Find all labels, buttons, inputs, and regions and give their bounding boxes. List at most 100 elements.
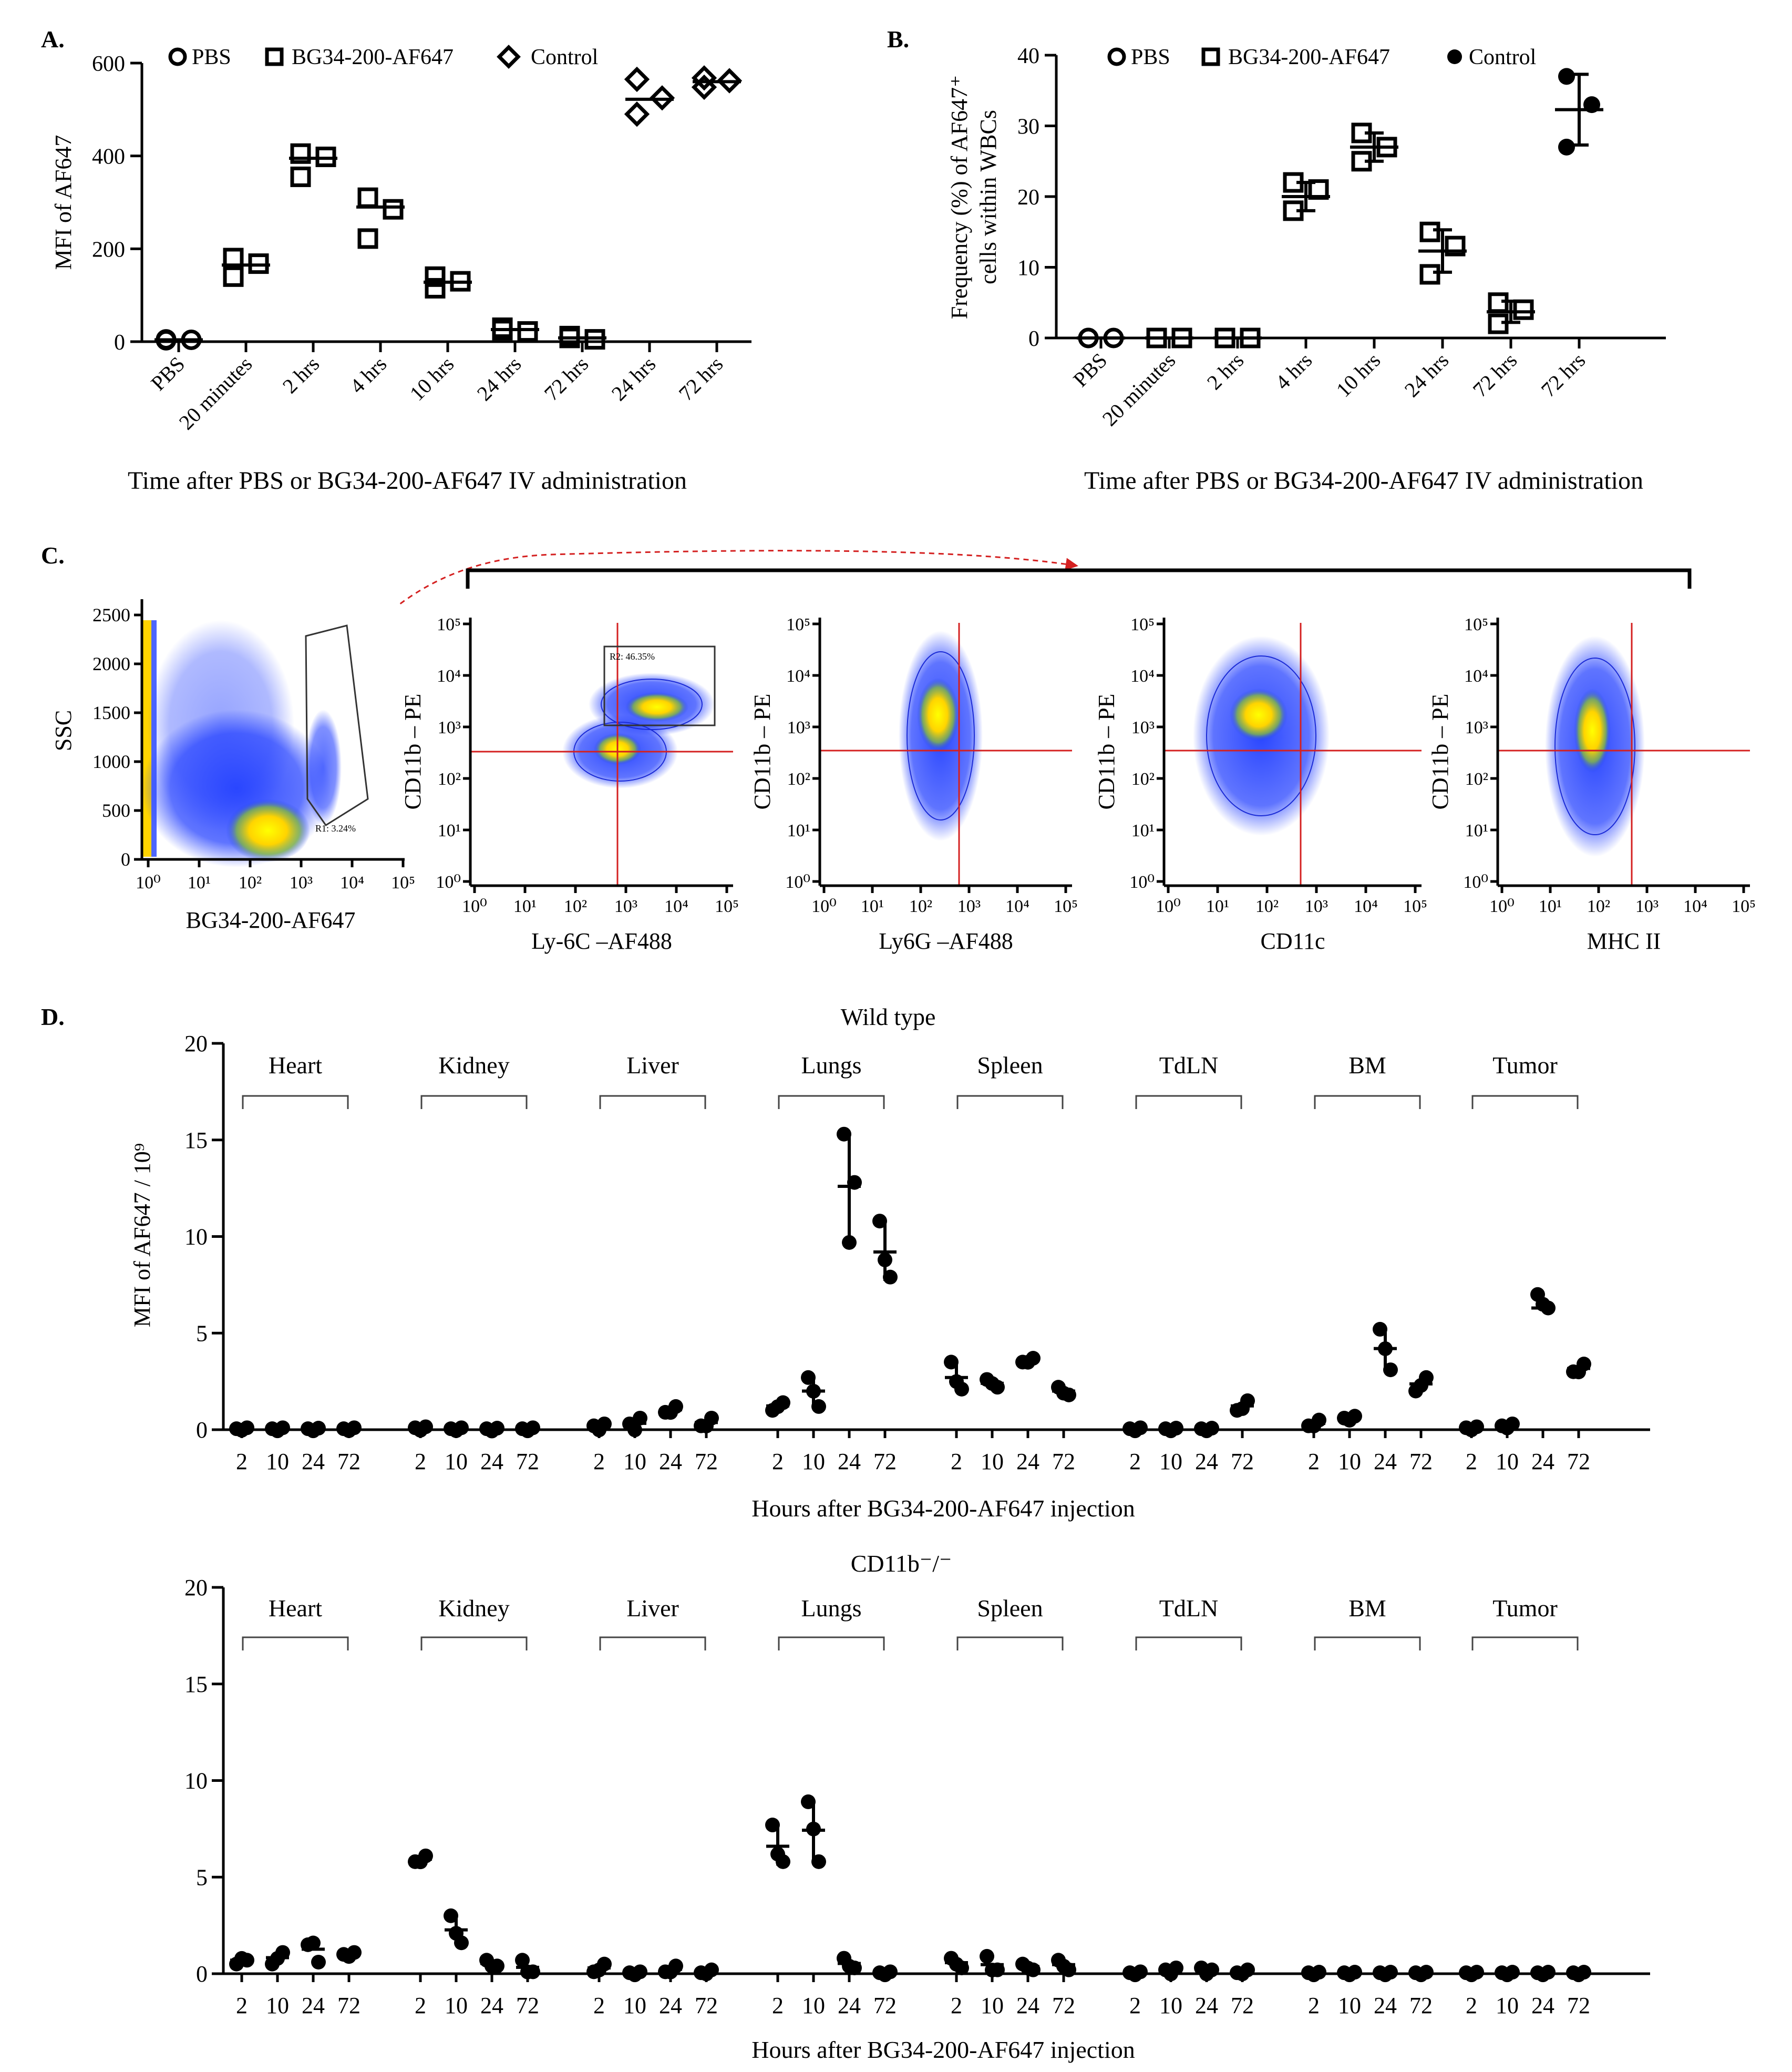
organ-bracket — [242, 1636, 349, 1650]
organ-label: Spleen — [977, 1052, 1043, 1079]
organ-label: Kidney — [438, 1052, 509, 1079]
x-tick-label: 10² — [1587, 897, 1610, 916]
x-tick-label: 10³ — [290, 873, 313, 893]
hour-tick-label: 2 — [415, 1449, 426, 1474]
subplot-x-label: Ly-6C –AF488 — [531, 928, 672, 954]
hour-tick-label: 24 — [1531, 1993, 1554, 2018]
gate-plot-x-label: BG34-200-AF647 — [186, 907, 356, 933]
data-point-dot — [515, 1953, 530, 1968]
y-tick-label: 0 — [196, 1961, 208, 1987]
data-point-dot — [234, 1423, 249, 1438]
organ-label: Tumor — [1492, 1052, 1558, 1079]
y-tick-label: 2000 — [92, 653, 130, 674]
hour-tick-label: 24 — [1016, 1449, 1039, 1474]
data-point-dot — [627, 1967, 642, 1983]
y-tick-label: 10¹ — [1131, 821, 1155, 840]
hour-tick-label: 10 — [981, 1449, 1004, 1474]
x-tick-label: 10⁵ — [1403, 897, 1427, 916]
organ-label: BM — [1348, 1595, 1386, 1622]
data-point-dot — [1571, 1365, 1586, 1380]
data-point-dot — [306, 1423, 321, 1439]
y-tick-label: 10³ — [787, 718, 810, 737]
data-point-dot — [1163, 1423, 1178, 1439]
data-point-square — [383, 199, 404, 220]
organ-label: BM — [1348, 1052, 1386, 1079]
hour-tick-label: 2 — [1308, 1449, 1320, 1474]
x-tick-label: 10⁴ — [1354, 897, 1378, 916]
hour-tick-label: 72 — [1052, 1449, 1075, 1474]
panel-c-flow: R1: 3.24% SSC BG34-200-AF647 0 500 1000 150… — [50, 550, 1756, 954]
y-tick-label: 600 — [92, 52, 125, 76]
y-tick-label: 10⁴ — [786, 666, 810, 686]
data-point-dot — [1021, 1355, 1035, 1370]
panel-b-y-label-line-1: Frequency (%) of AF647⁺ — [946, 75, 972, 319]
subplot-x-label: CD11c — [1260, 928, 1325, 954]
organ-bracket — [599, 1636, 706, 1650]
y-tick-label: 10² — [1131, 770, 1155, 789]
data-point-dot — [1464, 1967, 1479, 1983]
y-tick-label: 40 — [1017, 44, 1039, 68]
x-tick-label: 4 hrs — [1271, 348, 1317, 395]
dashed-arrow — [377, 550, 1078, 623]
x-tick-label: 24 hrs — [607, 352, 661, 406]
panel-d-wt-y-label: MFI of AF647 / 10⁹ — [129, 1143, 155, 1327]
x-tick-label: 20 minutes — [174, 352, 257, 435]
panel-b-chart: Frequency (%) of AF647⁺ cells within WBC… — [946, 44, 1666, 495]
y-tick-label: 400 — [92, 145, 125, 169]
organ-label: Liver — [626, 1052, 679, 1079]
organ-bracket — [1471, 1636, 1579, 1650]
y-tick-label: 10 — [1017, 257, 1039, 281]
data-point-dot — [627, 1422, 642, 1438]
data-point-square — [223, 266, 244, 287]
data-point-dot — [234, 1951, 249, 1966]
gate-r2 — [603, 645, 716, 726]
density-hotspot — [917, 678, 959, 752]
hour-tick-label: 2 — [236, 1993, 248, 2018]
y-tick-label: 2500 — [92, 604, 130, 625]
x-tick-label: 10⁴ — [1005, 897, 1029, 916]
density-hotspot — [1230, 689, 1288, 741]
hour-tick-label: 10 — [1159, 1449, 1182, 1474]
subplot-y-label: CD11b – PE — [400, 694, 426, 810]
density-hotspot — [226, 799, 310, 862]
hour-tick-label: 2 — [951, 1993, 962, 2018]
hour-tick-label: 10 — [445, 1449, 468, 1474]
x-tick-label: 10⁰ — [811, 897, 837, 916]
hour-tick-label: 24 — [480, 1993, 503, 2018]
data-point-dot — [1056, 1386, 1071, 1401]
hour-tick-label: 72 — [1567, 1993, 1590, 2018]
organ-label: Heart — [269, 1595, 322, 1622]
hour-tick-label: 24 — [1195, 1449, 1218, 1474]
data-point-dot — [1558, 68, 1575, 85]
x-tick-label: 10⁵ — [715, 897, 739, 916]
legend-square-marker — [1201, 47, 1220, 66]
x-tick-label: 20 minutes — [1098, 348, 1180, 431]
hour-tick-label: 72 — [1231, 1449, 1254, 1474]
hour-tick-label: 2 — [1129, 1993, 1141, 2018]
hour-tick-label: 72 — [337, 1449, 361, 1474]
hour-tick-label: 10 — [1496, 1449, 1519, 1474]
data-point-square — [517, 321, 538, 342]
hour-tick-label: 2 — [415, 1993, 426, 2018]
data-point-diamond — [649, 85, 675, 111]
panel-d-ko-title: CD11b⁻/⁻ — [851, 1550, 952, 1577]
data-point-dot — [449, 1423, 464, 1438]
organ-bracket — [599, 1095, 706, 1109]
y-tick-label: 10⁰ — [1129, 873, 1155, 892]
hour-tick-label: 10 — [1496, 1993, 1519, 2018]
hour-tick-label: 72 — [873, 1449, 897, 1474]
x-tick-label: PBS — [146, 352, 189, 395]
x-tick-label: 4 hrs — [345, 352, 392, 398]
y-tick-label: 10¹ — [787, 821, 810, 840]
x-tick-label: 10⁰ — [462, 897, 487, 916]
organ-bracket — [956, 1095, 1064, 1109]
hour-tick-label: 72 — [1231, 1993, 1254, 2018]
hour-tick-label: 24 — [659, 1993, 682, 2018]
hour-tick-label: 2 — [236, 1449, 248, 1474]
hour-tick-label: 24 — [838, 1449, 861, 1474]
data-point-square — [1445, 235, 1466, 257]
hour-tick-label: 72 — [1567, 1449, 1590, 1474]
hour-tick-label: 10 — [623, 1993, 646, 2018]
panel-d-ko-x-label: Hours after BG34-200-AF647 injection — [751, 2036, 1135, 2063]
